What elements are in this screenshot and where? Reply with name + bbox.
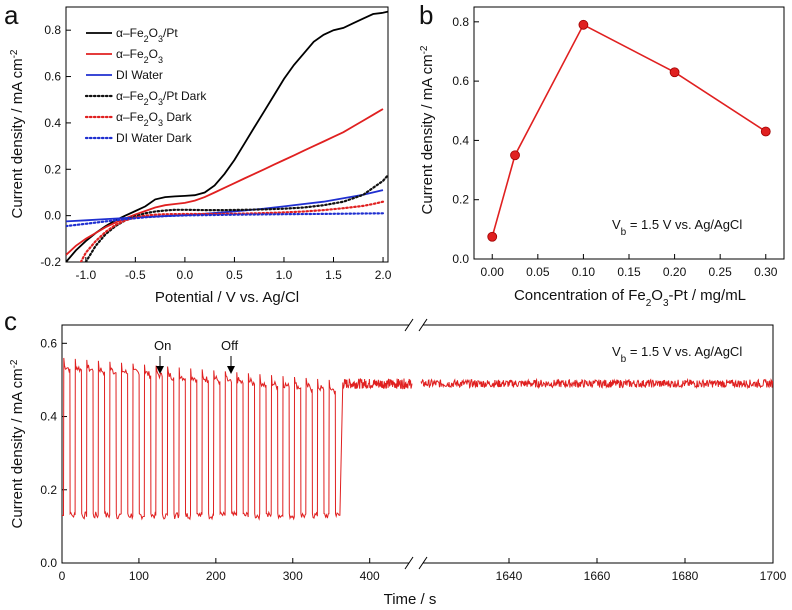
x-tick-label: 0.00 — [481, 265, 505, 279]
x-tick-label: 200 — [206, 569, 226, 583]
x-tick-label: 1.5 — [325, 268, 342, 282]
light-on-arrowhead — [156, 366, 164, 374]
panel-b-bias-annotation: Vb = 1.5 V vs. Ag/AgCl — [612, 217, 742, 238]
series-line-segment-2 — [420, 377, 774, 390]
panel-b: b 0.00 0.05 0.10 0.15 0.20 0.25 0.30 0.0 0.2 0.4… — [419, 0, 785, 309]
legend-label: α–Fe2O3/Pt Dark — [116, 89, 207, 107]
legend-label: DI Water Dark — [116, 131, 193, 145]
x-tick-label: 0.05 — [526, 265, 550, 279]
x-tick-label: 300 — [283, 569, 303, 583]
data-point — [487, 231, 498, 242]
data-point — [510, 150, 520, 161]
panel-b-x-ticks: 0.00 0.05 0.10 0.15 0.20 0.25 0.30 — [481, 254, 778, 279]
series-line — [66, 189, 384, 223]
y-tick-label: 0.0 — [44, 209, 61, 223]
x-tick-label: 1660 — [584, 569, 611, 583]
legend-label: α–Fe2O3 Dark — [116, 110, 193, 128]
panel-c-axis-break — [404, 318, 428, 570]
panel-b-y-axis-title: Current density / mA cm-2 — [419, 45, 437, 214]
light-off-arrowhead — [227, 366, 235, 374]
x-tick-label: -1.0 — [75, 268, 96, 282]
y-tick-label: 0.2 — [40, 483, 57, 497]
y-tick-label: 0.2 — [452, 193, 469, 207]
panel-b-y-ticks: 0.0 0.2 0.4 0.6 0.8 — [452, 15, 479, 266]
x-tick-label: 1.0 — [276, 268, 293, 282]
axis-break-mark — [404, 556, 414, 570]
x-tick-label: 100 — [129, 569, 149, 583]
panel-c-plot-frame — [61, 324, 774, 564]
axis-break-mark — [418, 556, 428, 570]
light-off-annotation: Off — [221, 338, 238, 374]
x-tick-label: 0.10 — [572, 265, 596, 279]
x-tick-label: 0.20 — [663, 265, 687, 279]
panel-c-x-axis-title: Time / s — [384, 591, 437, 608]
y-tick-label: 0.4 — [452, 133, 469, 147]
data-point — [578, 19, 589, 30]
panel-a-x-axis-title: Potential / V vs. Ag/Cl — [155, 289, 299, 306]
panel-c-letter: c — [4, 306, 17, 336]
series-line — [66, 10, 388, 262]
x-tick-label: 0.15 — [617, 265, 641, 279]
axis-break-gap-top — [409, 319, 423, 331]
panel-a-y-axis-title: Current density / mA cm-2 — [9, 49, 27, 218]
series-line — [84, 174, 388, 262]
panel-c-y-ticks: 0.0 0.2 0.4 0.6 — [40, 336, 67, 570]
y-tick-label: 0.8 — [452, 15, 469, 29]
x-tick-label: 2.0 — [375, 268, 392, 282]
y-tick-label: 0.4 — [40, 410, 57, 424]
panel-a-x-ticks: -1.0 -0.5 0.0 0.5 1.0 1.5 2.0 — [75, 257, 392, 282]
x-tick-label: 0 — [59, 569, 66, 583]
panel-a-legend: α–Fe2O3/Pt α–Fe2O3 DI Water α–Fe2O3/Pt Dark… — [84, 26, 207, 145]
x-tick-label: 0.30 — [754, 265, 778, 279]
axis-break-mark — [404, 318, 414, 332]
y-tick-label: 0.6 — [40, 336, 57, 350]
panel-c-bias-annotation: Vb = 1.5 V vs. Ag/AgCl — [612, 344, 742, 365]
panel-a-y-ticks: -0.2 0.0 0.2 0.4 0.6 0.8 — [40, 23, 71, 269]
panel-c-y-axis-title: Current density / mA cm-2 — [9, 359, 27, 528]
x-tick-label: 0.0 — [177, 268, 194, 282]
series-line-segment-1 — [61, 357, 413, 521]
x-tick-label: -0.5 — [125, 268, 146, 282]
series-line — [491, 23, 767, 238]
panel-b-letter: b — [419, 0, 433, 30]
y-tick-label: -0.2 — [40, 255, 61, 269]
light-on-label: On — [154, 338, 171, 353]
y-tick-label: 0.4 — [44, 116, 61, 130]
panel-c: c 0 100 200 300 400 1640 1660 1680 1700 0.00.20.… — [4, 306, 787, 608]
x-tick-label: 0.25 — [708, 265, 732, 279]
y-tick-label: 0.8 — [44, 23, 61, 37]
panel-c-series-group — [61, 357, 774, 521]
series-line — [66, 108, 384, 256]
y-tick-label: 0.6 — [452, 74, 469, 88]
x-tick-label: 400 — [360, 569, 380, 583]
x-tick-label: 1640 — [496, 569, 523, 583]
legend-label: α–Fe2O3 — [116, 47, 163, 65]
light-on-annotation: On — [154, 338, 171, 374]
axis-break-mark — [418, 318, 428, 332]
axis-break-gap-bottom — [409, 557, 423, 569]
panel-a-series-group — [66, 10, 388, 262]
legend-label: α–Fe2O3/Pt — [116, 26, 178, 44]
data-point — [760, 126, 771, 137]
light-off-label: Off — [221, 338, 238, 353]
panel-b-x-axis-title: Concentration of Fe2O3-Pt / mg/mL — [514, 287, 746, 309]
legend-label: DI Water — [116, 68, 163, 82]
data-point — [669, 67, 680, 78]
y-tick-label: 0.6 — [44, 70, 61, 84]
y-tick-label: 0.0 — [40, 556, 57, 570]
x-tick-label: 0.5 — [226, 268, 243, 282]
series-line — [79, 200, 385, 262]
x-tick-label: 1700 — [760, 569, 787, 583]
panel-a-plot-frame — [65, 6, 389, 263]
panel-c-x-ticks: 0 100 200 300 400 1640 1660 1680 1700 — [59, 558, 787, 583]
y-tick-label: 0.0 — [452, 252, 469, 266]
panel-b-series-group — [487, 19, 771, 242]
series-line — [66, 212, 385, 228]
x-tick-label: 1680 — [672, 569, 699, 583]
y-tick-label: 0.2 — [44, 162, 61, 176]
panel-a-letter: a — [4, 0, 19, 30]
panel-a: a -1.0 -0.5 0.0 0.5 1.0 1.5 2.0 -0.2 0.0 0.2 0.4 0… — [4, 0, 392, 306]
